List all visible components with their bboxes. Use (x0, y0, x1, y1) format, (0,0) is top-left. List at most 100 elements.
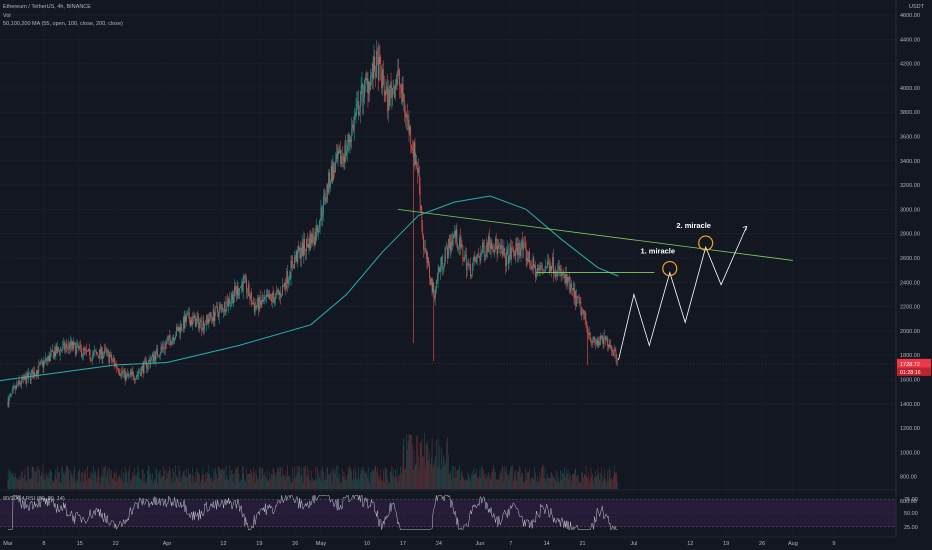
volume-bar (396, 467, 398, 489)
candle-body (327, 184, 329, 193)
volume-bar (536, 476, 538, 489)
candle-body (492, 249, 494, 251)
candle-body (601, 335, 602, 339)
time-axis[interactable]: Mar 8 15 22 Apr 12 19 26 May 10 17 24 Jun 7 14 21 Jul 12 1… (0, 536, 896, 547)
volume-bar (418, 456, 419, 489)
candle-body (542, 269, 544, 271)
candle-body (394, 85, 396, 98)
volume-bar (598, 473, 600, 489)
symbol-title[interactable]: Ethereum / TetherUS, 4h, BINANCE (3, 4, 91, 10)
volume-bar (589, 481, 590, 489)
volume-bar (209, 473, 211, 489)
candle-body (611, 346, 612, 351)
candle-body (157, 348, 158, 356)
volume-bar (424, 433, 425, 489)
volume-bar (278, 471, 280, 489)
volume-bar (549, 477, 551, 489)
candle-body (453, 234, 454, 240)
volume-indicator-label[interactable]: Vol (3, 13, 11, 19)
volume-bar (175, 465, 176, 489)
volume-bar (203, 475, 205, 489)
volume-bar (222, 467, 223, 489)
candle-body (346, 151, 347, 156)
volume-bar (306, 475, 307, 489)
candle-body (419, 186, 421, 206)
candle-body (164, 348, 165, 350)
candle-body (572, 288, 574, 290)
candle-body (571, 283, 572, 289)
candle-body (495, 238, 497, 247)
volume-bar (408, 434, 410, 489)
volume-bar (119, 477, 121, 489)
volume-bar (40, 471, 42, 489)
countdown-badge (897, 367, 931, 376)
volume-bar (139, 477, 141, 489)
volume-bar (236, 467, 238, 489)
candle-body (599, 341, 601, 345)
candle-body (496, 246, 498, 254)
volume-bar (399, 474, 400, 489)
volume-bar (364, 471, 365, 489)
volume-bar (231, 469, 233, 489)
volume-bar (485, 473, 487, 489)
volume-bar (33, 466, 34, 489)
candle-body (135, 376, 137, 380)
volume-bar (355, 471, 357, 489)
candle-body (151, 356, 152, 361)
volume-bar (180, 481, 182, 489)
volume-bar (378, 480, 380, 489)
volume-bar (382, 481, 383, 489)
volume-bar (71, 475, 73, 489)
volume-bar (56, 478, 58, 489)
candle-body (257, 297, 259, 306)
candle-body (602, 335, 604, 345)
volume-bar (353, 478, 355, 489)
volume-bar (77, 472, 79, 489)
volume-bar (564, 467, 565, 489)
rsi-indicator-label[interactable]: 80/20 14 RSI (80, 20, 14) (3, 496, 65, 502)
candle-body (413, 142, 415, 157)
drawings[interactable]: 1. miracle 2. miracle (0, 209, 896, 365)
candle-body (290, 260, 292, 279)
candle-body (595, 343, 597, 344)
candle-body (518, 243, 520, 252)
ma-indicator-label[interactable]: 50,100,200 MA (55, open, 100, close, 200… (3, 21, 123, 27)
volume-bar (160, 478, 162, 489)
candle-body (295, 251, 297, 259)
volume-bar (386, 469, 388, 489)
candle-body (533, 258, 535, 268)
volume-bar (260, 479, 262, 489)
candle-body (442, 268, 444, 269)
candle-body (437, 272, 439, 281)
volume-bar (127, 482, 129, 489)
volume-bar (500, 472, 502, 489)
volume-bar (250, 468, 252, 489)
candle-body (491, 242, 493, 250)
volume-bar (235, 468, 236, 489)
candle-body (101, 347, 103, 360)
volume-bar (135, 475, 136, 489)
volume-bar (183, 469, 185, 489)
candle-body (352, 124, 353, 128)
volume-bar (322, 465, 323, 489)
candle-body (359, 112, 360, 116)
candle-body (304, 239, 306, 250)
candle-body (153, 353, 154, 362)
candle-body (146, 361, 147, 369)
price-axis[interactable]: 4600.00 4400.00 4200.00 4000.00 3800.00 3600.… (895, 0, 931, 537)
price-tick: 2800.00 (900, 232, 920, 238)
volume-bar (69, 481, 70, 489)
volume-bar (86, 479, 88, 489)
volume-bar (289, 478, 291, 489)
volume-bar (302, 482, 304, 489)
volume-bar (434, 461, 435, 489)
volume-bar (16, 478, 17, 489)
volume-bar (422, 457, 424, 489)
candle-body (220, 305, 222, 306)
candle-body (93, 352, 94, 356)
candle-body (58, 347, 59, 351)
price-tick: 1400.00 (900, 402, 920, 408)
volume-bar (406, 449, 408, 489)
candle-body (105, 348, 107, 352)
